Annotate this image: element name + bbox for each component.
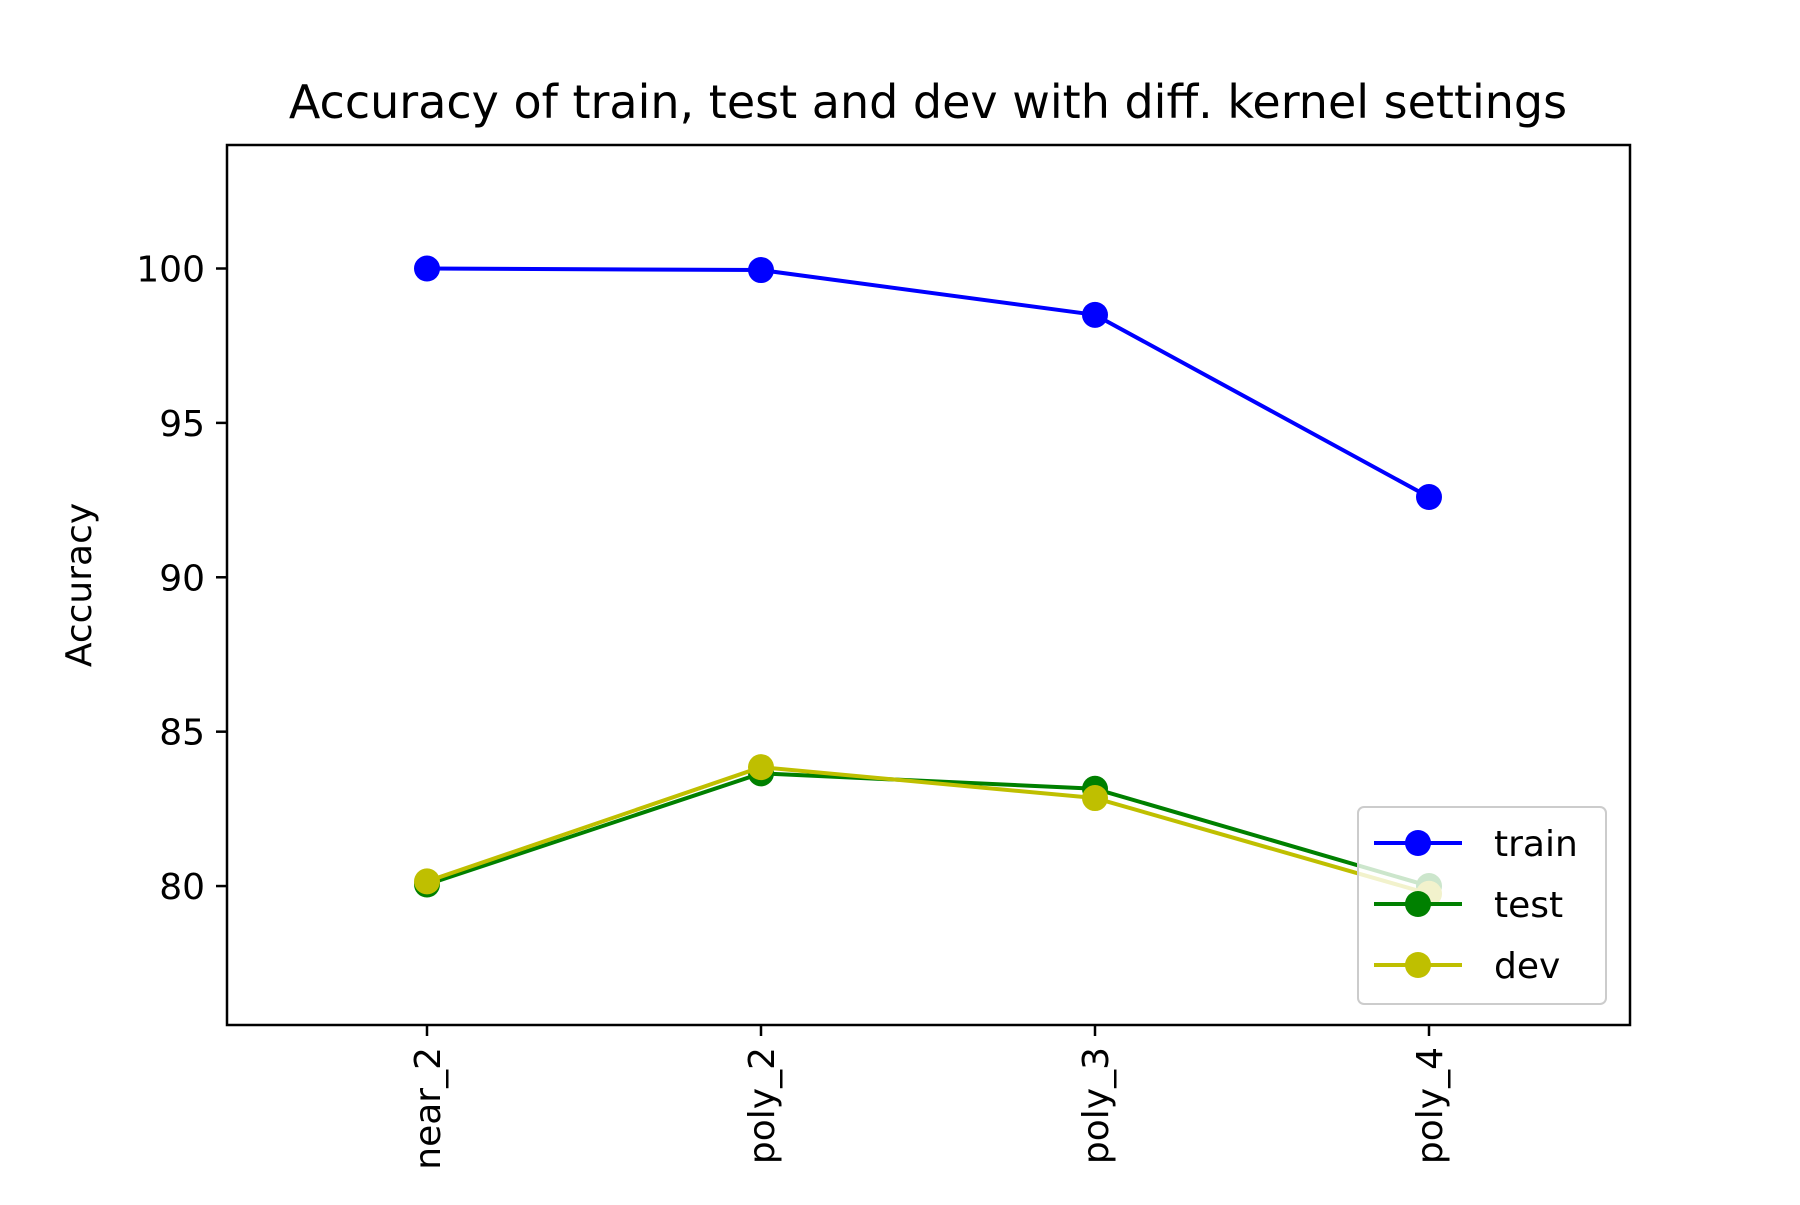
- legend-label-dev: dev: [1494, 946, 1560, 987]
- x-tick-label: poly_2: [742, 1047, 783, 1164]
- data-point-dev: [414, 868, 440, 895]
- series-line-train: [426, 266, 1430, 499]
- legend: train test dev: [1357, 806, 1607, 1005]
- y-tick-label: 100: [136, 250, 205, 291]
- data-point-train: [748, 257, 774, 284]
- legend-label-train: train: [1494, 824, 1578, 865]
- series-layer: [414, 255, 1442, 907]
- data-point-dev: [748, 754, 774, 781]
- x-tick-label: poly_3: [1076, 1047, 1117, 1164]
- plot-area-frame: [225, 143, 1632, 1027]
- legend-marker-train: [1405, 830, 1431, 856]
- y-tick-label: 90: [159, 558, 205, 599]
- y-axis-ticks: 80 85 90 95 100: [136, 250, 227, 908]
- legend-marker-dev: [1405, 952, 1431, 978]
- y-tick-label: 85: [159, 713, 205, 754]
- y-axis-label: Accuracy: [59, 503, 100, 667]
- x-tick-label: poly_4: [1410, 1047, 1451, 1164]
- x-axis-ticks: near_2 poly_2 poly_3 poly_4: [408, 1025, 1451, 1170]
- data-point-train: [1082, 301, 1108, 328]
- data-point-train: [1416, 484, 1442, 510]
- x-tick-label: near_2: [408, 1047, 449, 1170]
- series-line-dev: [426, 765, 1430, 896]
- legend-label-test: test: [1494, 885, 1563, 926]
- chart-title: Accuracy of train, test and dev with dif…: [289, 75, 1567, 129]
- legend-marker-test: [1405, 891, 1431, 917]
- data-point-dev: [1082, 785, 1108, 812]
- data-point-train: [414, 255, 440, 282]
- y-tick-label: 95: [159, 404, 205, 445]
- y-tick-label: 80: [159, 867, 205, 908]
